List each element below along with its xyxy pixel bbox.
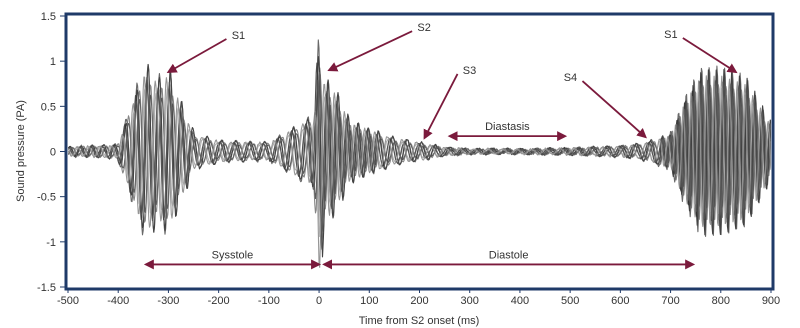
- interval-label: Sysstole: [212, 249, 254, 261]
- waveform-traces: [68, 39, 771, 268]
- x-tick-label: -100: [258, 295, 280, 307]
- y-axis-label: Sound pressure (PA): [15, 100, 27, 202]
- y-tick-label: -0.5: [37, 192, 56, 204]
- annotation-arrow: [682, 37, 738, 74]
- x-tick-label: -200: [208, 295, 230, 307]
- x-axis-label: Time from S2 onset (ms): [359, 315, 480, 327]
- x-tick-label: 200: [410, 295, 428, 307]
- x-tick-label: -400: [107, 295, 129, 307]
- annotation-arrow: [423, 73, 459, 140]
- annotation-arrow: [327, 30, 413, 72]
- x-tick-label: -300: [157, 295, 179, 307]
- annotation-arrow: [166, 38, 227, 73]
- y-tick-label: 1: [50, 56, 56, 68]
- y-tick-label: 0.5: [41, 101, 56, 113]
- y-tick-label: -1: [46, 237, 56, 249]
- interval-label: Diastole: [489, 249, 529, 261]
- annotation-label: S4: [564, 72, 577, 84]
- x-tick-label: 100: [360, 295, 378, 307]
- annotation-label: S1: [664, 29, 677, 41]
- annotations: S1 S2 S3 S4 S1 Diastasis Sysstole Diastole: [143, 22, 738, 270]
- x-tick-label: 700: [661, 295, 679, 307]
- waveform-trace: [68, 72, 771, 223]
- y-tick-label: 1.5: [41, 11, 56, 23]
- x-tick-label: 900: [762, 295, 780, 307]
- x-tick-label: 500: [561, 295, 579, 307]
- x-tick-label: -500: [57, 295, 79, 307]
- waveform-trace: [68, 87, 771, 238]
- annotation-label: S1: [232, 30, 245, 42]
- x-tick-label: 300: [461, 295, 479, 307]
- annotation-arrow: [581, 80, 647, 139]
- y-tick-label: 0: [50, 147, 56, 159]
- x-tick-label: 800: [712, 295, 730, 307]
- x-tick-label: 600: [611, 295, 629, 307]
- waveform-trace: [68, 75, 771, 268]
- interval-label: Diastasis: [485, 121, 530, 133]
- x-tick-label: 400: [511, 295, 529, 307]
- x-tick-label: 0: [316, 295, 322, 307]
- axis-ticks: -500 -400 -300 -200 -100 0 100 200 300 400 500 600 7…: [37, 11, 780, 307]
- y-tick-label: -1.5: [37, 282, 56, 294]
- annotation-label: S2: [417, 22, 430, 34]
- annotation-label: S3: [463, 65, 476, 77]
